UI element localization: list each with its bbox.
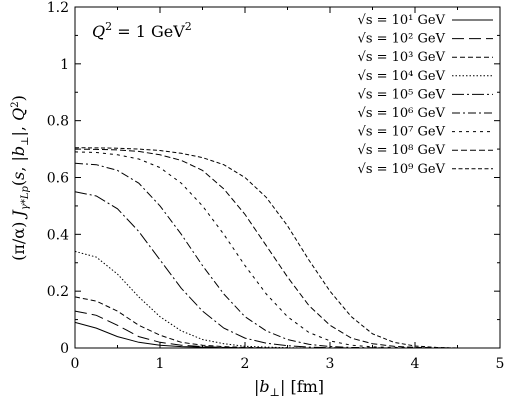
- data-curves: [74, 147, 458, 349]
- x-tick-label: 5: [496, 356, 505, 372]
- series-line-5: [74, 191, 458, 349]
- legend-label: √s = 10⁶ GeV: [358, 106, 446, 121]
- series-line-2: [74, 310, 458, 349]
- y-axis-label: (π/α) Jγ*Lp(s, |b⊥|, Q2): [9, 95, 31, 261]
- y-tick-label: 0.8: [47, 114, 69, 130]
- x-axis-label: |b⊥| [fm]: [254, 377, 324, 399]
- x-tick-label: 3: [326, 356, 335, 372]
- series-line-7: [74, 151, 458, 349]
- x-tick-label: 4: [411, 356, 420, 372]
- legend-label: √s = 10⁷ GeV: [358, 125, 446, 140]
- legend-label: √s = 10³ GeV: [358, 50, 446, 65]
- x-tick-label: 1: [156, 356, 165, 372]
- legend-label: √s = 10⁹ GeV: [358, 162, 446, 177]
- legend-label: √s = 10⁸ GeV: [358, 143, 446, 158]
- series-line-1: [74, 321, 458, 349]
- legend-label: √s = 10¹ GeV: [358, 13, 446, 28]
- x-tick-label: 2: [241, 356, 250, 372]
- y-tick-label: 1.2: [47, 0, 69, 16]
- legend-label: √s = 10⁵ GeV: [358, 87, 446, 102]
- legend-label: √s = 10² GeV: [358, 32, 446, 47]
- series-line-3: [74, 296, 458, 349]
- y-tick-label: 1: [60, 57, 69, 73]
- legend: √s = 10¹ GeV √s = 10² GeV √s = 10³ GeV √s =…: [358, 13, 493, 177]
- x-tick-label: 0: [71, 356, 80, 372]
- annotation: Q2 = 1 GeV2: [92, 20, 192, 41]
- legend-label: √s = 10⁴ GeV: [358, 69, 446, 84]
- y-tick-label: 0: [60, 341, 69, 357]
- series-line-8: [74, 148, 458, 349]
- axis-ticks: 0 1 2 3 4 5 0 0.2 0.4 0.6 0.8 1 1.2: [47, 0, 505, 372]
- series-line-6: [74, 162, 458, 349]
- series-line-9: [74, 147, 458, 349]
- y-tick-label: 0.4: [47, 227, 69, 243]
- y-tick-label: 0.2: [47, 284, 69, 300]
- y-tick-label: 0.6: [47, 171, 69, 187]
